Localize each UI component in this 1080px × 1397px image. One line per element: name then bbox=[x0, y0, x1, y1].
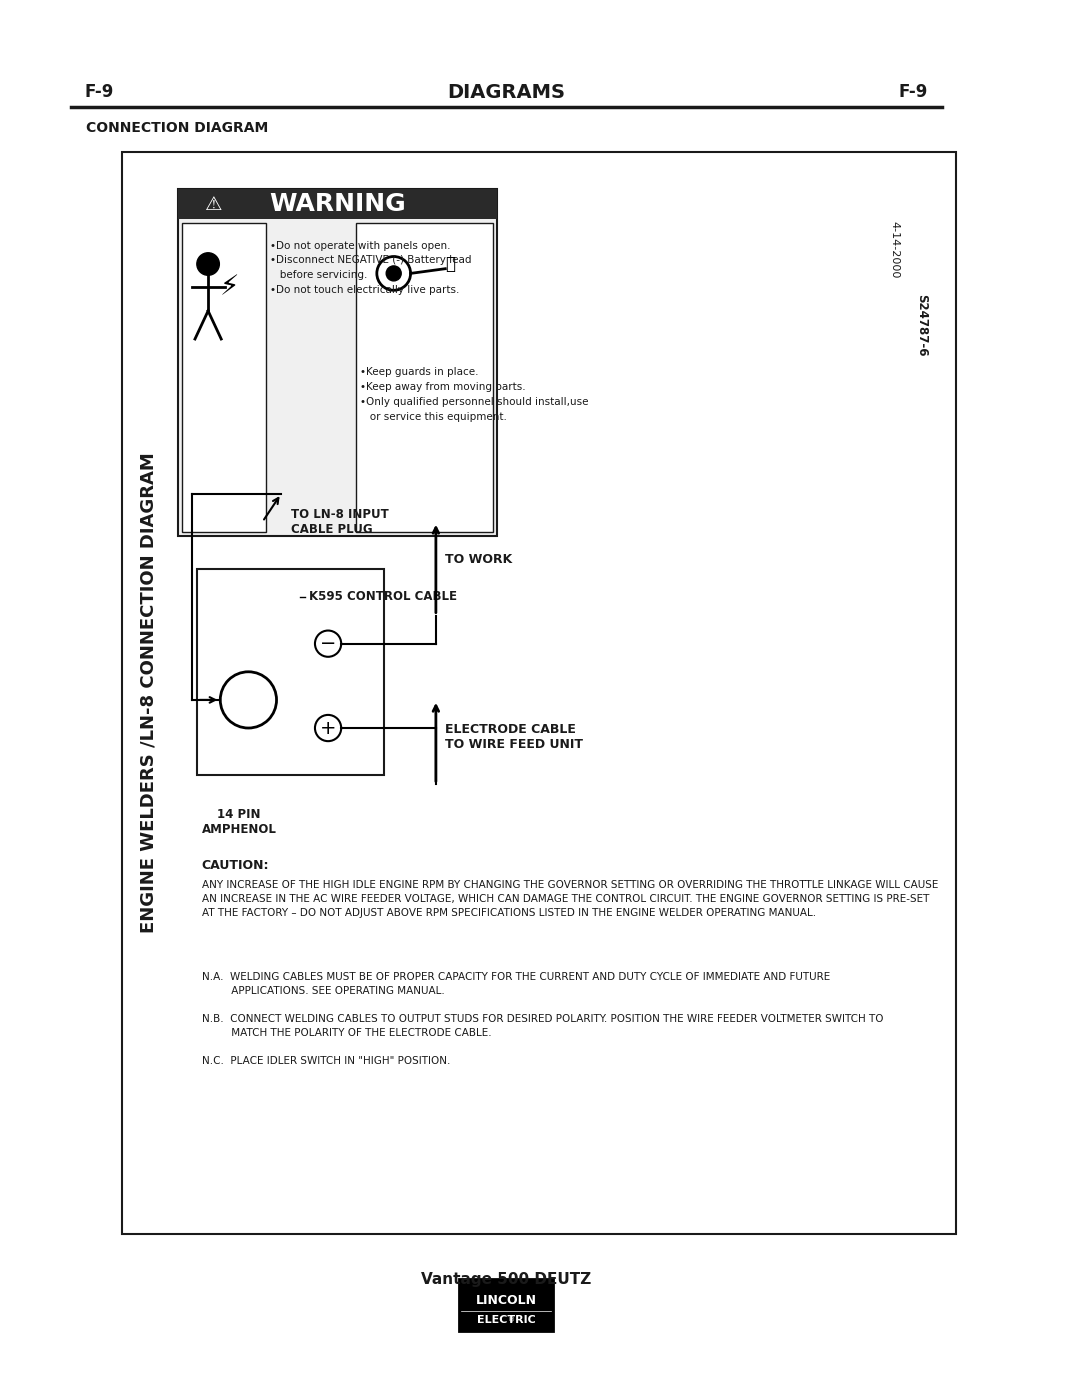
Text: N.C.  PLACE IDLER SWITCH IN "HIGH" POSITION.: N.C. PLACE IDLER SWITCH IN "HIGH" POSITI… bbox=[202, 1056, 450, 1066]
Bar bbox=[122, 151, 956, 1234]
Bar bbox=[459, 1280, 553, 1331]
Bar bbox=[178, 189, 497, 536]
Text: +: + bbox=[320, 718, 336, 738]
Text: LINCOLN: LINCOLN bbox=[475, 1294, 537, 1308]
Text: WARNING: WARNING bbox=[269, 191, 406, 217]
Text: N.B.  CONNECT WELDING CABLES TO OUTPUT STUDS FOR DESIRED POLARITY. POSITION THE : N.B. CONNECT WELDING CABLES TO OUTPUT ST… bbox=[202, 1014, 883, 1038]
Text: •Keep guards in place.
•Keep away from moving parts.
•Only qualified personnel s: •Keep guards in place. •Keep away from m… bbox=[360, 367, 589, 422]
Bar bbox=[181, 222, 266, 532]
Text: 4-14-2000: 4-14-2000 bbox=[890, 221, 900, 278]
Bar bbox=[178, 189, 497, 219]
Text: S24787-6: S24787-6 bbox=[915, 293, 928, 356]
Text: •Do not operate with panels open.
•Disconnect NEGATIVE (-) Battery lead
   befor: •Do not operate with panels open. •Disco… bbox=[270, 240, 472, 295]
Bar bbox=[461, 1310, 551, 1331]
Bar bbox=[356, 222, 494, 532]
Text: TO LN-8 INPUT
CABLE PLUG: TO LN-8 INPUT CABLE PLUG bbox=[291, 507, 389, 536]
Text: ENGINE WELDERS /LN-8 CONNECTION DIAGRAM: ENGINE WELDERS /LN-8 CONNECTION DIAGRAM bbox=[139, 453, 157, 933]
Text: CAUTION:: CAUTION: bbox=[202, 859, 269, 872]
Text: ⚡: ⚡ bbox=[220, 274, 240, 302]
Text: K595 CONTROL CABLE: K595 CONTROL CABLE bbox=[309, 591, 457, 604]
Text: N.A.  WELDING CABLES MUST BE OF PROPER CAPACITY FOR THE CURRENT AND DUTY CYCLE O: N.A. WELDING CABLES MUST BE OF PROPER CA… bbox=[202, 972, 829, 996]
Text: ELECTRODE CABLE
TO WIRE FEED UNIT: ELECTRODE CABLE TO WIRE FEED UNIT bbox=[445, 724, 583, 752]
Circle shape bbox=[387, 265, 401, 281]
Text: TO WORK: TO WORK bbox=[445, 553, 513, 566]
Text: CONNECTION DIAGRAM: CONNECTION DIAGRAM bbox=[86, 122, 269, 136]
Text: ✋: ✋ bbox=[445, 256, 455, 272]
Text: F-9: F-9 bbox=[84, 84, 113, 102]
Text: ANY INCREASE OF THE HIGH IDLE ENGINE RPM BY CHANGING THE GOVERNOR SETTING OR OVE: ANY INCREASE OF THE HIGH IDLE ENGINE RPM… bbox=[202, 880, 937, 918]
Text: ⚠: ⚠ bbox=[205, 194, 222, 214]
Bar bbox=[197, 569, 384, 775]
Text: −: − bbox=[320, 634, 336, 654]
Text: 14 PIN
AMPHENOL: 14 PIN AMPHENOL bbox=[202, 807, 276, 835]
Circle shape bbox=[197, 253, 219, 275]
Text: Vantage 500 DEUTZ: Vantage 500 DEUTZ bbox=[421, 1271, 592, 1287]
Text: ®: ® bbox=[508, 1317, 515, 1323]
Text: F-9: F-9 bbox=[899, 84, 928, 102]
Text: DIAGRAMS: DIAGRAMS bbox=[447, 82, 565, 102]
Text: ELECTRIC: ELECTRIC bbox=[476, 1316, 536, 1326]
Bar bbox=[461, 1288, 551, 1310]
